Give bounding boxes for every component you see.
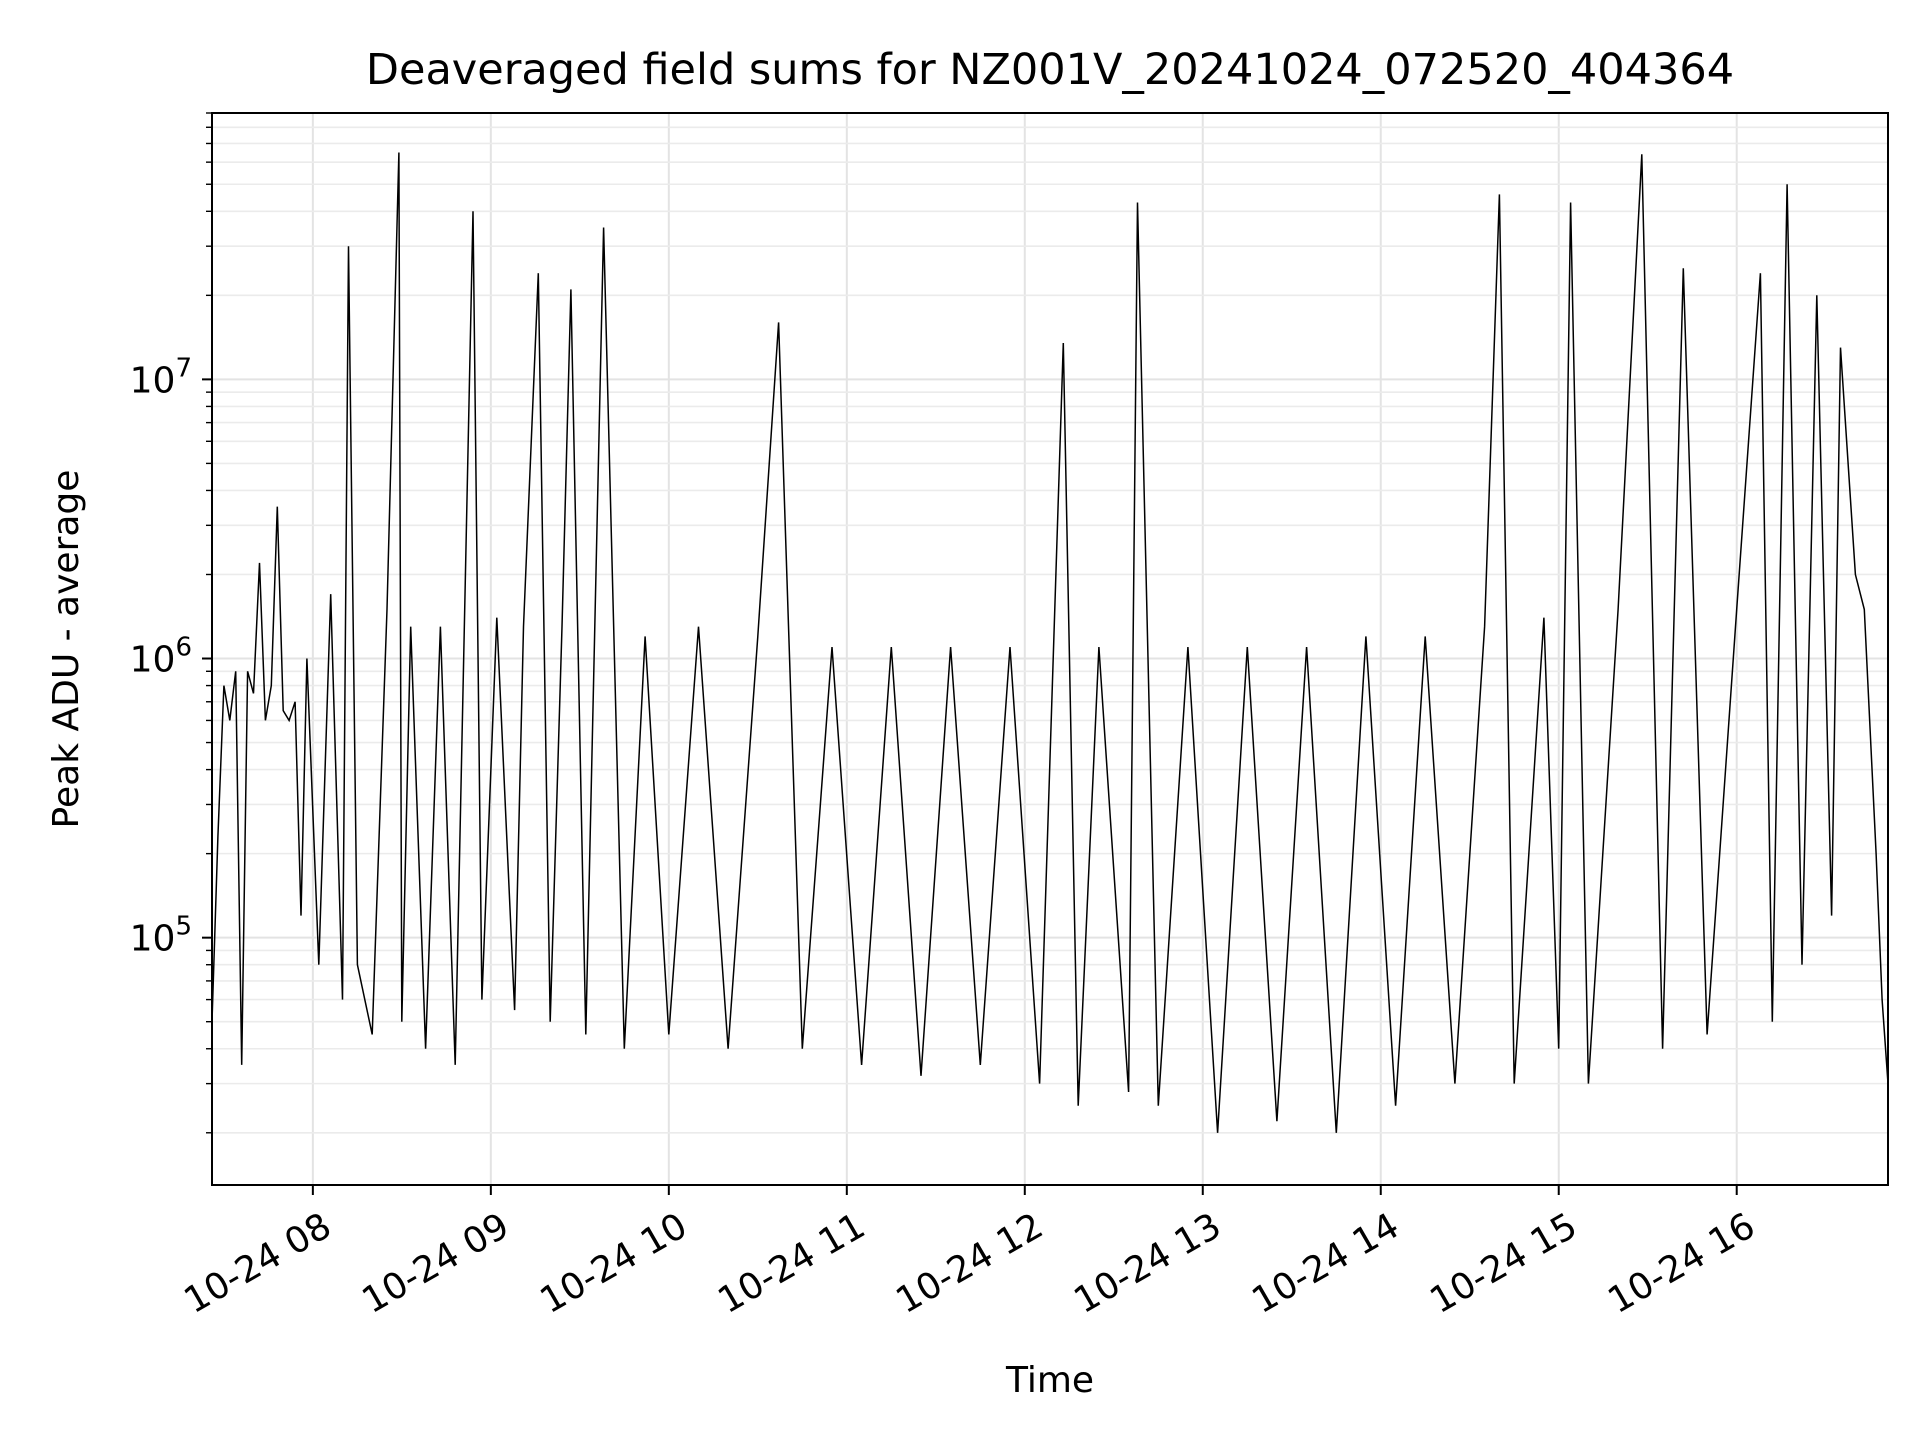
y-tick-label: 105 xyxy=(130,912,192,960)
x-tick-label: 10-24 10 xyxy=(533,1205,694,1321)
plot-frame xyxy=(211,112,1889,1186)
series-line xyxy=(211,152,1889,1133)
grid xyxy=(212,112,1888,1185)
chart-title: Deaveraged field sums for NZ001V_2024102… xyxy=(366,45,1734,95)
x-tick-label: 10-24 12 xyxy=(889,1205,1050,1321)
x-tick-label: 10-24 11 xyxy=(711,1205,872,1321)
x-axis-label: Time xyxy=(1005,1360,1094,1401)
y-axis-label: Peak ADU - average xyxy=(46,470,87,829)
x-tick-label: 10-24 14 xyxy=(1245,1205,1406,1321)
series-layer xyxy=(211,152,1889,1133)
x-tick-label: 10-24 08 xyxy=(177,1205,338,1321)
y-tick-label: 106 xyxy=(130,633,192,681)
x-tick-label: 10-24 13 xyxy=(1067,1205,1228,1321)
x-tick-label: 10-24 15 xyxy=(1423,1205,1584,1321)
x-tick-label: 10-24 16 xyxy=(1601,1205,1762,1321)
x-tick-label: 10-24 09 xyxy=(355,1205,516,1321)
y-tick-label: 107 xyxy=(130,353,192,401)
